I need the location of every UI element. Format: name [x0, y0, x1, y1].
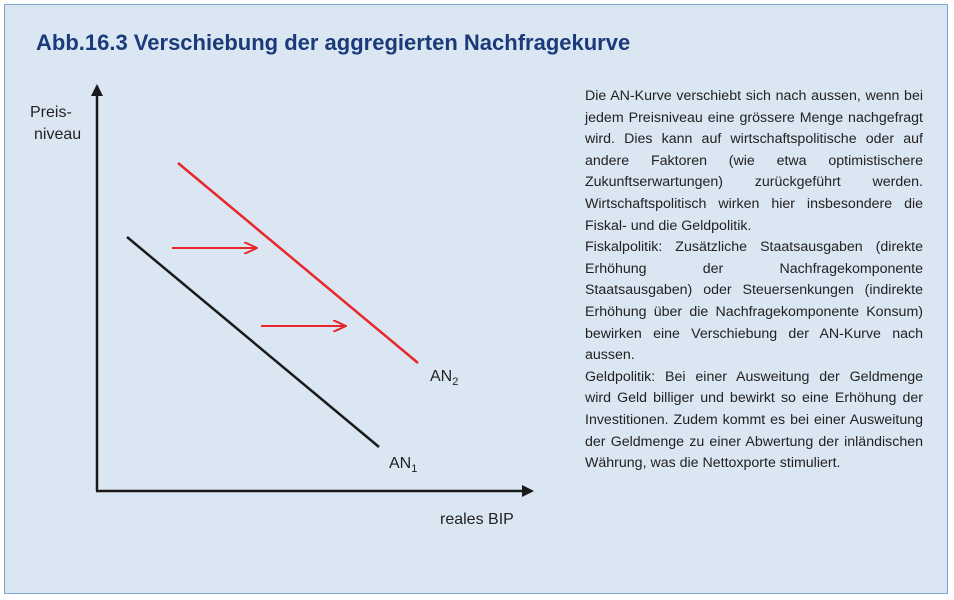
demand-curve-an1 [126, 236, 380, 448]
y-axis-label-line1: Preis- [30, 104, 72, 121]
figure-frame [4, 4, 948, 594]
paragraph-monetary-policy: Geldpolitik: Bei einer Ausweitung der Ge… [585, 368, 923, 472]
demand-curve-an2 [177, 162, 419, 364]
curve-label-an2: AN2 [430, 368, 458, 388]
explanation-text: Die AN-Kurve verschiebt sich nach aussen… [585, 86, 923, 475]
figure-title: Abb.16.3 Verschiebung der aggregierten N… [36, 30, 631, 55]
paragraph-intro: Die AN-Kurve verschiebt sich nach aussen… [585, 88, 923, 234]
paragraph-fiscal-policy: Fiskalpolitik: Zusätzliche Staatsausgabe… [585, 239, 923, 364]
curve-label-an1: AN1 [389, 455, 417, 475]
x-axis-label: reales BIP [440, 511, 514, 528]
y-axis-label-line2: niveau [34, 126, 81, 143]
